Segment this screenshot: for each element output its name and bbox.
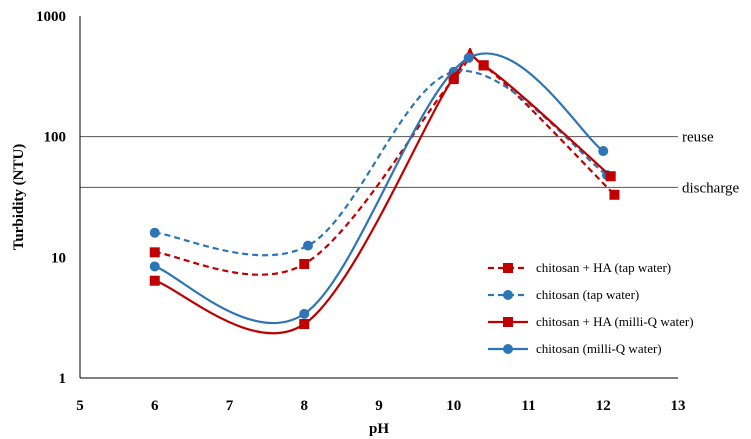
x-tick-label: 12 [596,398,611,414]
legend: chitosan + HA (tap water) chitosan (tap w… [488,260,694,356]
series-2 [149,66,612,257]
legend-marker [503,344,513,354]
y-axis-title: Turbidity (NTU) [11,144,27,251]
data-point [605,171,616,182]
x-tick-label: 5 [76,398,84,414]
y-tick-label: 1 [59,371,67,387]
y-tick-label: 10 [51,250,66,266]
legend-label: chitosan + HA (tap water) [536,260,671,275]
x-tick-label: 11 [521,398,535,414]
legend-item: chitosan + HA (tap water) [488,260,671,275]
data-point [149,247,160,258]
legend-item: chitosan (milli-Q water) [488,341,662,356]
data-point [149,227,160,238]
data-point [299,319,310,330]
legend-item: chitosan + HA (milli-Q water) [488,314,694,329]
reference-lines: reuse discharge [80,130,740,196]
series-line [154,52,604,325]
data-point [299,259,310,270]
series-line [154,51,616,276]
reference-label-reuse: reuse [682,130,714,146]
series-3 [149,48,616,335]
reference-label-discharge: discharge [682,180,740,196]
x-tick-label: 9 [375,398,383,414]
data-point [448,72,459,83]
series-4 [149,52,609,325]
series-layer [149,48,620,335]
legend-marker [503,263,513,273]
data-point [302,240,313,251]
legend-label: chitosan (milli-Q water) [536,341,662,356]
data-point [149,261,160,272]
x-tick-label: 7 [226,398,234,414]
x-tick-label: 8 [301,398,309,414]
x-tick-labels: 5 6 7 8 9 10 11 12 13 [76,398,685,414]
x-axis-title: pH [369,421,389,437]
y-tick-label: 1000 [36,9,66,25]
data-point [478,60,489,71]
axes [79,16,678,379]
series-line [154,48,612,335]
legend-item: chitosan (tap water) [488,287,639,302]
legend-marker [503,317,513,327]
data-point [299,308,310,319]
data-point [149,275,160,286]
legend-label: chitosan + HA (milli-Q water) [536,314,694,329]
legend-label: chitosan (tap water) [536,287,639,302]
y-tick-label: 100 [44,130,67,146]
data-point [463,52,474,63]
data-point [598,146,609,157]
x-tick-label: 6 [151,398,159,414]
series-line [154,69,608,257]
x-tick-label: 13 [671,398,686,414]
data-point [609,189,620,200]
series-1 [149,51,620,276]
y-tick-labels: 1 10 100 1000 [36,9,66,387]
legend-marker [503,290,513,300]
x-tick-label: 10 [446,398,461,414]
